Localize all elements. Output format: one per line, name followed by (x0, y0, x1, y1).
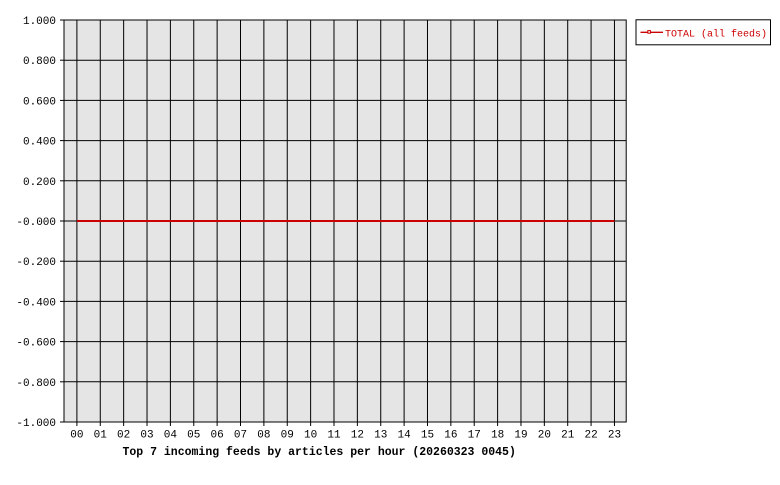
svg-text:TOTAL (all feeds): TOTAL (all feeds) (665, 28, 767, 40)
